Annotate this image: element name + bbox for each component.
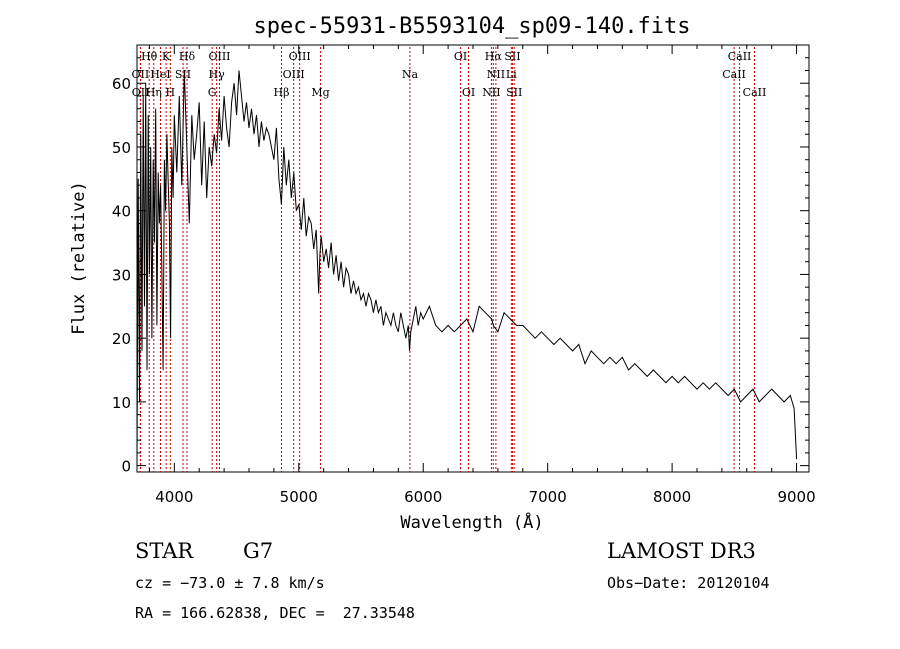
redshift-velocity: cz = −73.0 ± 7.8 km/s [135,574,325,592]
spectral-line-label: OIII [208,50,230,63]
spectral-line-label: OII [132,68,150,81]
spectral-line-label: Mg [311,86,329,99]
y-tick-label: 60 [112,75,131,93]
plot-frame [136,44,810,473]
survey-name: LAMOST DR3 [607,539,756,563]
x-axis-label: Wavelength (Å) [400,511,543,533]
spectral-line-label: Na [402,68,419,81]
chart-title: spec-55931-B5593104_sp09-140.fits [253,14,690,39]
object-class: STAR [135,539,194,563]
spectral-line-label: G [208,86,217,99]
spectral-line-label: Hδ [179,50,196,63]
spectral-line-label: Hη [146,86,162,99]
spectral-line-label: H [166,86,176,99]
y-tick-label: 20 [112,330,131,348]
x-tick-label: 7000 [529,488,567,506]
spectral-line-label: OIII [283,68,305,81]
spectral-line-label: OIII [289,50,311,63]
spectral-line-label: K [162,50,171,63]
coordinates: RA = 166.62838, DEC = 27.33548 [135,604,415,622]
spectral-line-label: Hθ [141,50,158,63]
x-tick-label: 4000 [155,488,193,506]
y-tick-label: 30 [112,266,131,284]
object-subclass: G7 [243,539,274,563]
spectral-line-label: NII [482,86,500,99]
x-axis-ticks: 4000 5000 6000 7000 8000 9000 [148,45,816,506]
spectral-line-label: NII [487,68,505,81]
x-tick-label: 8000 [653,488,691,506]
y-axis-label: Flux (relative) [69,181,89,335]
flux-series-line [136,70,798,466]
spectral-line-label: Hγ [209,68,226,81]
spectral-line-label: Li [506,68,517,81]
y-tick-label: 40 [112,203,131,221]
y-tick-label: 50 [112,139,131,157]
spectral-line-label: CaII [743,86,767,99]
x-tick-label: 6000 [404,488,442,506]
spectral-line-label: OI [462,86,475,99]
spectral-line-label: SII [506,86,522,99]
y-axis-ticks: 0 10 20 30 40 50 60 [112,57,809,476]
spectral-line-label: CaII [722,68,746,81]
spectral-line-label: Hα [485,50,503,63]
spectral-line-label: OII [132,86,150,99]
spectral-line-label: CaII [728,50,752,63]
x-tick-label: 9000 [777,488,815,506]
spectral-line-label: HeI [150,68,170,81]
x-tick-label: 5000 [280,488,318,506]
spectral-lines [139,47,755,472]
spectral-line-label: Hβ [274,86,290,99]
y-tick-label: 0 [121,458,131,476]
y-tick-label: 10 [112,394,131,412]
spectral-line-label: SII [175,68,191,81]
spectral-line-label: SII [504,50,520,63]
observation-date: Obs−Date: 20120104 [607,574,770,592]
spectral-line-label: OI [454,50,467,63]
